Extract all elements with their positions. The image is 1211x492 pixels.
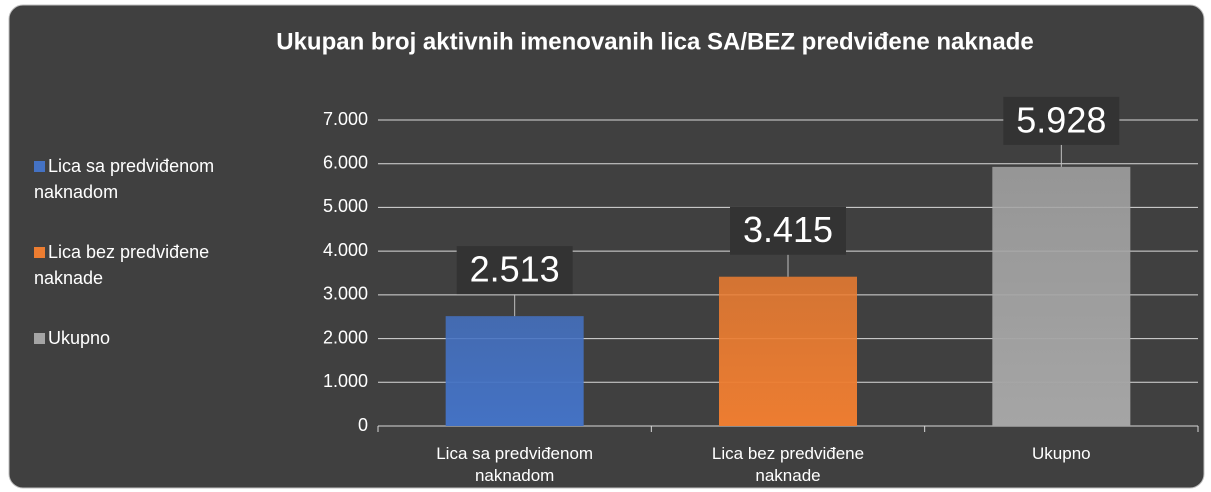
data-label-box [730, 206, 846, 255]
legend-item: Ukupno [34, 325, 264, 351]
y-tick-label: 2.000 [323, 327, 368, 347]
y-tick-label: 5.000 [323, 196, 368, 216]
y-tick-label: 6.000 [323, 152, 368, 172]
bar [719, 276, 857, 426]
bar [445, 316, 584, 426]
legend-item: Lica bez predviđene naknade [34, 239, 264, 291]
legend-swatch [34, 161, 45, 172]
x-tick-label: Ukupno [1032, 444, 1091, 463]
data-label: 3.415 [743, 209, 833, 250]
data-label: 5.928 [1016, 99, 1106, 140]
legend-label: Ukupno [48, 328, 111, 348]
y-tick-label: 7.000 [323, 109, 368, 129]
legend-swatch [34, 333, 45, 344]
y-tick-label: 1.000 [323, 371, 368, 391]
chart-title: Ukupan broj aktivnih imenovanih lica SA/… [276, 28, 1034, 55]
bar [992, 166, 1131, 427]
legend-label: Lica bez predviđene naknade [34, 242, 210, 288]
data-label-box [1003, 96, 1120, 145]
data-label-box [456, 246, 573, 295]
data-label: 2.513 [470, 249, 560, 290]
x-tick-label: Lica bez predviđene naknade [711, 444, 865, 485]
legend-swatch [34, 247, 45, 258]
y-tick-label: 4.000 [323, 240, 368, 260]
legend-item: Lica sa predviđenom naknadom [34, 153, 264, 205]
y-tick-label: 3.000 [323, 284, 368, 304]
y-tick-label: 0 [358, 415, 368, 435]
x-tick-label: Lica sa predviđenom naknadom [436, 444, 594, 485]
legend-label: Lica sa predviđenom naknadom [34, 156, 215, 202]
chart-background [8, 4, 1205, 489]
